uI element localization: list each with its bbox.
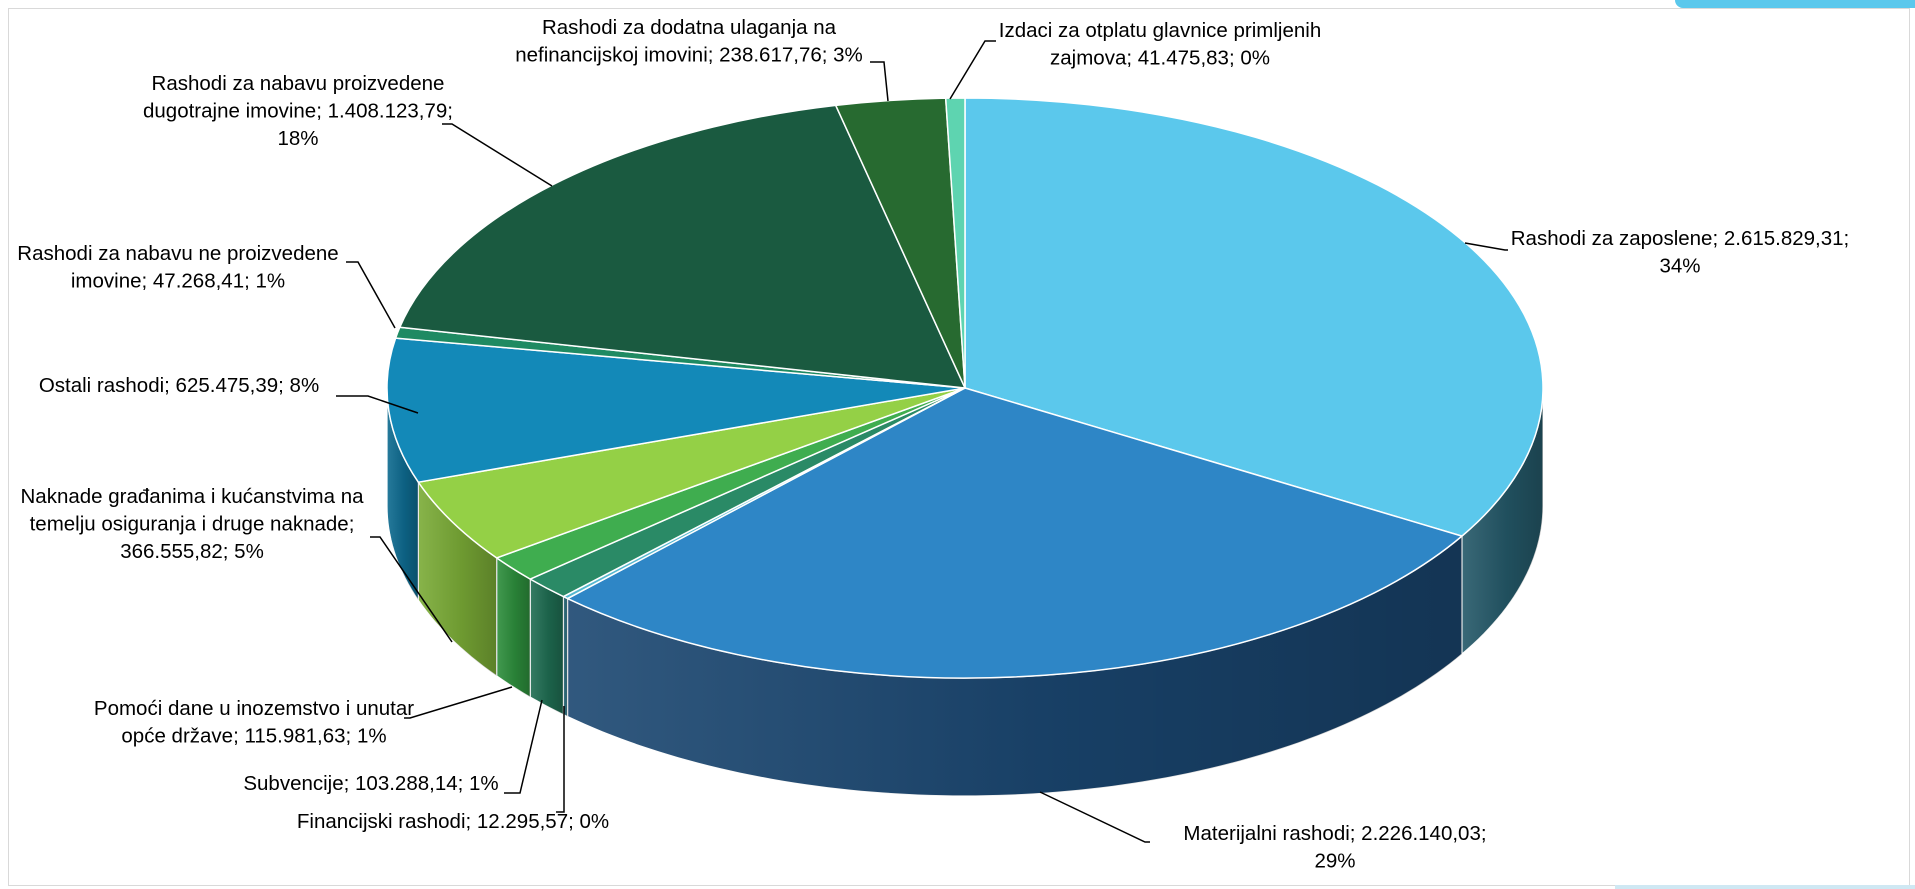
data-label-pomoci-dane-u-inozemstvo-i-unutar-opce-drzave: Pomoći dane u inozemstvo i unutar opće dr… bbox=[94, 697, 414, 748]
data-label-line: Subvencije; 103.288,14; 1% bbox=[243, 772, 498, 795]
data-label-line: Rashodi za zaposlene; 2.615.829,31; bbox=[1511, 227, 1850, 250]
data-label-line: Materijalni rashodi; 2.226.140,03; bbox=[1183, 822, 1486, 845]
decorative-top-bar bbox=[1675, 0, 1915, 8]
decorative-bottom-bar bbox=[1615, 885, 1915, 889]
data-label-ostali-rashodi: Ostali rashodi; 625.475,39; 8% bbox=[39, 374, 319, 397]
leader-line-rashodi-za-dodatna-ulaganja-na-nefinancijskoj-imovini bbox=[870, 61, 889, 102]
leader-line-rashodi-za-nabavu-ne-proizvedene-imovine bbox=[346, 261, 396, 329]
leader-line-rashodi-za-zaposlene bbox=[1464, 242, 1508, 251]
pie-side-shade-ostali-rashodi bbox=[387, 388, 419, 601]
leader-line-financijski-rashodi bbox=[556, 706, 565, 813]
pie-side-shade-subvencije bbox=[530, 579, 564, 715]
pie-side-shade-pomoci-dane-u-inozemstvo-i-unutar-opce-drzave bbox=[496, 557, 531, 698]
pie-top-faces bbox=[386, 97, 1544, 679]
data-label-line: dugotrajne imovine; 1.408.123,79; bbox=[143, 100, 453, 123]
pie-side-shade-financijski-rashodi bbox=[563, 596, 568, 717]
data-label-line: Rashodi za nabavu proizvedene bbox=[152, 72, 445, 95]
data-label-rashodi-za-nabavu-proizvedene-dugotrajne-imovine: Rashodi za nabavu proizvedene dugotrajne … bbox=[143, 72, 453, 150]
data-label-line: 366.555,82; 5% bbox=[120, 540, 264, 563]
data-label-izdaci-za-otplatu-glavnice-primljenih-zajmova: Izdaci za otplatu glavnice primljenih zaj… bbox=[999, 19, 1321, 70]
leader-line-rashodi-za-nabavu-proizvedene-dugotrajne-imovine bbox=[442, 123, 553, 187]
data-label-rashodi-za-zaposlene: Rashodi za zaposlene; 2.615.829,31; 34% bbox=[1511, 227, 1850, 278]
leader-line-ostali-rashodi bbox=[336, 395, 419, 414]
data-label-line: zajmova; 41.475,83; 0% bbox=[1050, 47, 1270, 70]
pie-slice-rashodi-za-zaposlene bbox=[964, 97, 1544, 537]
label-leader-lines bbox=[336, 40, 1508, 843]
data-label-line: Izdaci za otplatu glavnice primljenih bbox=[999, 19, 1321, 42]
data-label-line: opće države; 115.981,63; 1% bbox=[121, 725, 386, 748]
leader-line-naknade-gradanima-i-kucanstvima-na-temelju-osiguranja-i-druge-naknade bbox=[370, 536, 453, 643]
data-label-line: 18% bbox=[277, 127, 318, 150]
data-label-line: Rashodi za nabavu ne proizvedene bbox=[17, 242, 338, 265]
pie-slice-naknade-gradanima-i-kucanstvima-na-temelju-osiguranja-i-druge-naknade bbox=[417, 387, 966, 559]
data-label-line: temelju osiguranja i druge naknade; bbox=[30, 513, 355, 536]
leader-line-izdaci-za-otplatu-glavnice-primljenih-zajmova bbox=[949, 40, 996, 100]
pie-side-shade-naknade-gradanima-i-kucanstvima-na-temelju-osiguranja-i-druge-naknade bbox=[418, 482, 497, 676]
pie-slice-materijalni-rashodi bbox=[566, 387, 1463, 679]
data-label-line: Pomoći dane u inozemstvo i unutar bbox=[94, 697, 414, 720]
data-label-line: 29% bbox=[1314, 850, 1355, 873]
pie-slice-rashodi-za-nabavu-proizvedene-dugotrajne-imovine bbox=[399, 104, 966, 389]
data-label-line: Naknade građanima i kućanstvima na bbox=[21, 485, 365, 508]
pie-slice-izdaci-za-otplatu-glavnice-primljenih-zajmova bbox=[944, 97, 966, 389]
data-label-line: 34% bbox=[1659, 255, 1700, 278]
leader-line-pomoci-dane-u-inozemstvo-i-unutar-opce-drzave bbox=[404, 686, 513, 719]
data-label-materijalni-rashodi: Materijalni rashodi; 2.226.140,03; 29% bbox=[1183, 822, 1486, 873]
data-label-naknade-gradanima-i-kucanstvima-na-temelju-osiguranja-i-druge-naknade: Naknade građanima i kućanstvima na temelj… bbox=[21, 485, 365, 563]
data-labels: Rashodi za zaposlene; 2.615.829,31; 34% Ma… bbox=[17, 16, 1849, 873]
pie-side-walls bbox=[386, 387, 1544, 797]
pie-slice-ostali-rashodi bbox=[386, 337, 966, 483]
data-label-financijski-rashodi: Financijski rashodi; 12.295,57; 0% bbox=[297, 810, 609, 833]
data-label-rashodi-za-nabavu-ne-proizvedene-imovine: Rashodi za nabavu ne proizvedene imovine;… bbox=[17, 242, 338, 293]
data-label-line: nefinancijskoj imovini; 238.617,76; 3% bbox=[515, 44, 863, 67]
data-label-line: imovine; 47.268,41; 1% bbox=[71, 270, 285, 293]
leader-line-materijalni-rashodi bbox=[1039, 791, 1150, 843]
data-label-rashodi-za-dodatna-ulaganja-na-nefinancijskoj-imovini: Rashodi za dodatna ulaganja na nefinancij… bbox=[515, 16, 863, 67]
data-label-line: Financijski rashodi; 12.295,57; 0% bbox=[297, 810, 609, 833]
data-label-line: Ostali rashodi; 625.475,39; 8% bbox=[39, 374, 319, 397]
pie-side-shade-materijalni-rashodi bbox=[567, 536, 1462, 796]
data-label-subvencije: Subvencije; 103.288,14; 1% bbox=[243, 772, 498, 795]
data-label-line: Rashodi za dodatna ulaganja na bbox=[542, 16, 837, 39]
pie-side-shade-rashodi-za-zaposlene bbox=[1461, 388, 1543, 655]
leader-line-subvencije bbox=[504, 699, 543, 794]
